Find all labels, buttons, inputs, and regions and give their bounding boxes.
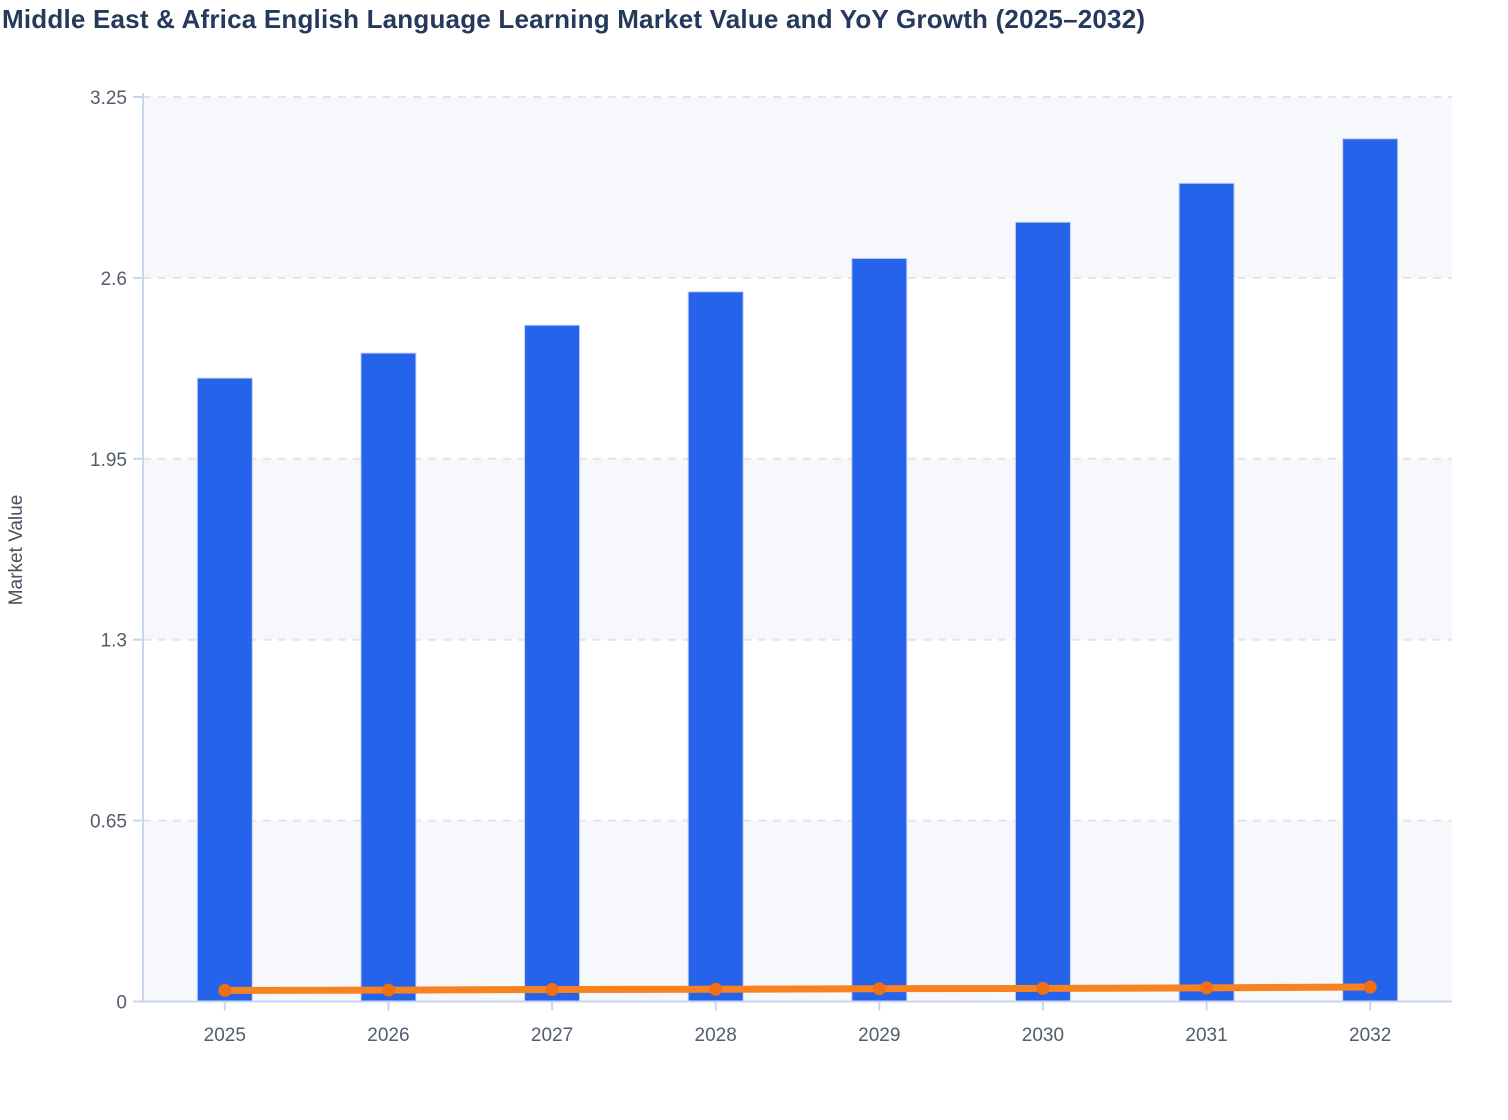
yoy-marker-2030 [1036, 981, 1050, 995]
yoy-marker-2025 [218, 983, 232, 997]
bar-2031 [1178, 182, 1235, 1002]
y-tick-label: 1.3 [101, 631, 127, 652]
y-tick-label: 2.6 [101, 269, 127, 290]
x-tick-label-2030: 2030 [1022, 1025, 1064, 1046]
chart-title: Middle East & Africa English Language Le… [2, 4, 1146, 34]
plot-band [143, 458, 1452, 640]
bar-2030 [1014, 221, 1071, 1002]
y-tick-label: 1.95 [90, 450, 127, 471]
yoy-marker-2026 [381, 983, 395, 997]
plot-band [143, 97, 1452, 278]
y-tick-label: 3.25 [90, 88, 127, 109]
bar-2027 [524, 324, 581, 1003]
bar-2025 [196, 377, 253, 1002]
y-tick-label: 0 [116, 993, 127, 1014]
yoy-marker-2029 [872, 982, 886, 996]
x-tick-label-2025: 2025 [204, 1025, 246, 1046]
yoy-marker-2032 [1363, 980, 1377, 994]
x-tick-label-2031: 2031 [1185, 1025, 1227, 1046]
y-tick-label: 0.65 [90, 812, 127, 833]
x-tick-label-2026: 2026 [367, 1025, 409, 1046]
yoy-marker-2027 [545, 983, 559, 997]
x-tick-label-2029: 2029 [858, 1025, 900, 1046]
bar-2029 [851, 257, 908, 1002]
bar-2026 [360, 352, 417, 1002]
yoy-marker-2031 [1200, 981, 1214, 995]
yoy-line [221, 983, 1374, 994]
x-tick-label-2027: 2027 [531, 1025, 573, 1046]
yoy-marker-2028 [709, 982, 723, 996]
plot-band [143, 820, 1452, 1002]
x-tick-label-2028: 2028 [695, 1025, 737, 1046]
x-tick-label-2032: 2032 [1349, 1025, 1391, 1046]
bar-2028 [687, 291, 744, 1003]
bar-2032 [1342, 138, 1399, 1002]
